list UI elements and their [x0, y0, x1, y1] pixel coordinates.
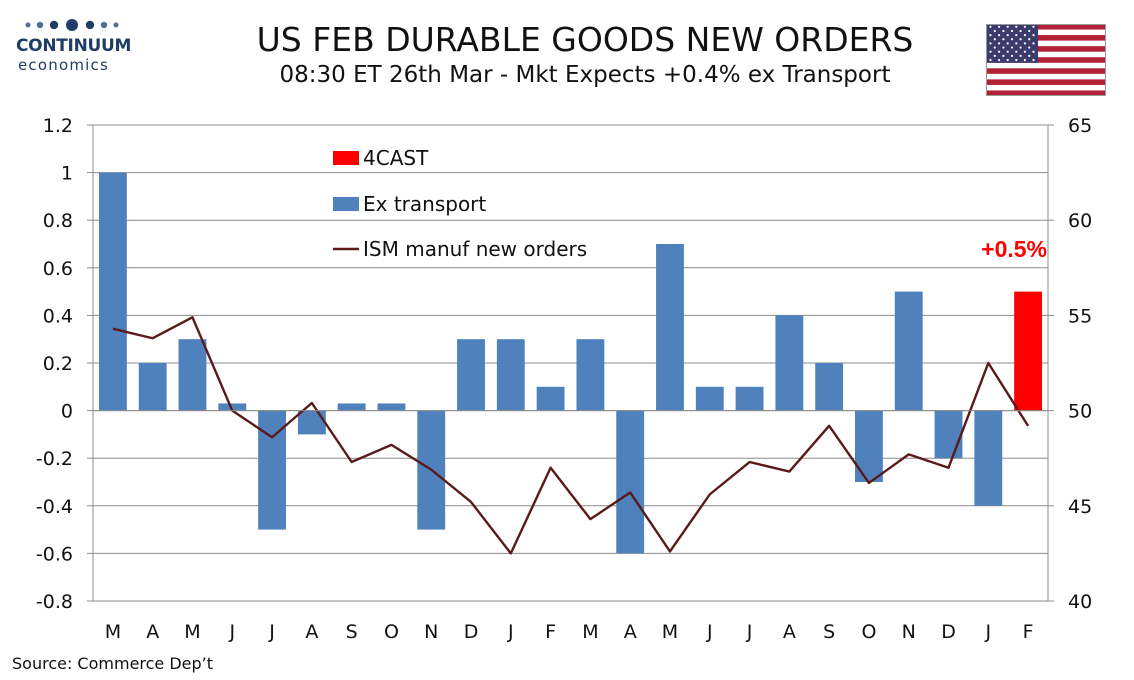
ex-transport-bar: [974, 410, 1003, 506]
x-axis-tick-label: A: [146, 621, 159, 643]
ex-transport-bar: [536, 386, 565, 411]
left-axis-tick-label: 0.8: [43, 210, 73, 232]
x-axis-tick-label: M: [184, 621, 200, 643]
left-axis-tick-label: -0.6: [36, 543, 73, 565]
ex-transport-bar: [656, 244, 684, 411]
right-axis-tick-label: 40: [1068, 591, 1092, 613]
ex-transport-bar: [616, 410, 645, 554]
legend-swatch: [333, 151, 359, 165]
x-axis-tick-label: J: [228, 621, 235, 643]
ism-series-line: [112, 316, 1030, 555]
ex-transport-bar: [496, 339, 525, 411]
left-axis-tick-label: -0.8: [36, 591, 73, 613]
x-axis-tick-label: M: [105, 621, 121, 643]
x-axis-tick-label: J: [746, 621, 753, 643]
ism-line: [112, 316, 1030, 555]
left-axis-tick-label: -0.4: [36, 496, 73, 518]
ex-transport-bar: [695, 386, 724, 411]
ex-transport-bar: [735, 386, 764, 411]
x-axis-tick-label: J: [706, 621, 713, 643]
left-axis-tick-label: -0.2: [36, 448, 73, 470]
left-axis-tick-label: 1: [61, 163, 73, 185]
ex-transport-bar: [377, 403, 406, 411]
brand-sub: economics: [18, 56, 109, 74]
logo-dots-icon: [25, 19, 119, 31]
x-axis-tick-label: F: [545, 621, 556, 643]
ex-transport-bar: [576, 339, 605, 411]
x-axis-tick-label: A: [783, 621, 796, 643]
x-axis-tick-label: D: [941, 621, 956, 643]
left-axis-tick-label: 0.4: [43, 305, 73, 327]
legend: 4CAST Ex transport ISM manuf new orders: [333, 146, 587, 261]
x-axis-tick-label: A: [305, 621, 318, 643]
x-axis-tick-label: J: [507, 621, 514, 643]
left-axis-tick-label: 0.6: [43, 258, 73, 280]
ex-transport-bar: [775, 315, 804, 411]
ex-transport-bar: [855, 410, 883, 482]
annotations: +0.5%: [981, 236, 1047, 262]
x-axis-tick-label: O: [861, 621, 876, 643]
ex-transport-bar: [815, 363, 844, 411]
x-axis-tick-label: J: [268, 621, 275, 643]
right-axis-tick-label: 60: [1068, 210, 1092, 232]
ex-transport-bar: [894, 291, 923, 411]
x-axis-tick-label: S: [823, 621, 835, 643]
right-axis-tick-label: 45: [1068, 496, 1092, 518]
page-title: US FEB DURABLE GOODS NEW ORDERS: [256, 20, 914, 59]
x-axis-tick-label: A: [624, 621, 637, 643]
right-axis-tick-label: 65: [1068, 115, 1092, 137]
legend-label: ISM manuf new orders: [363, 237, 587, 261]
ex-transport-bar: [297, 410, 326, 435]
x-axis-tick-label: N: [424, 621, 438, 643]
gridlines: [92, 124, 1049, 602]
legend-label: 4CAST: [363, 146, 429, 170]
x-axis-tick-label: D: [464, 621, 479, 643]
x-axis-tick-label: N: [902, 621, 916, 643]
brand-name: CONTINUUM: [16, 36, 132, 56]
x-axis-tick-label: F: [1023, 621, 1034, 643]
ex-transport-bar: [218, 403, 247, 411]
page-subtitle: 08:30 ET 26th Mar - Mkt Expects +0.4% ex…: [279, 62, 891, 88]
x-axis-tick-label: M: [582, 621, 598, 643]
right-axis-tick-label: 55: [1068, 305, 1092, 327]
right-axis-tick-label: 50: [1068, 401, 1092, 423]
left-axis-tick-label: 0.2: [43, 353, 73, 375]
left-axis-tick-label: 1.2: [43, 115, 73, 137]
x-axis-tick-label: M: [662, 621, 678, 643]
ex-transport-bar: [178, 339, 207, 411]
ex-transport-bar: [457, 339, 485, 411]
ex-transport-bar: [337, 403, 366, 411]
brand-logo: CONTINUUM economics: [12, 14, 142, 76]
ex-transport-bar: [934, 410, 963, 459]
ex-transport-bar: [138, 363, 167, 411]
x-axis-tick-label: O: [384, 621, 399, 643]
legend-swatch: [333, 197, 359, 211]
us-flag-icon: [986, 24, 1106, 96]
legend-label: Ex transport: [363, 192, 486, 216]
ex-transport-bar: [98, 172, 127, 411]
x-axis-tick-label: S: [346, 621, 358, 643]
x-axis-tick-label: J: [985, 621, 992, 643]
left-axis-tick-label: 0: [61, 401, 73, 423]
axes: 1.2 1 0.8 0.6 0.4 0.2 0 -0.2 -0.4 -0.6 -0.8 65 60 55 5…: [36, 115, 1092, 643]
forecast-bar: [1014, 291, 1043, 411]
source-note: Source: Commerce Dep’t: [12, 654, 214, 673]
forecast-annotation: +0.5%: [981, 236, 1047, 262]
